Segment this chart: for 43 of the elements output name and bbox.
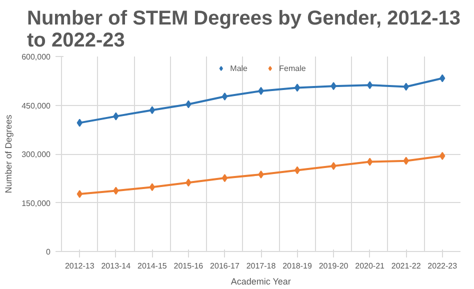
y-tick-label: 300,000: [22, 150, 52, 159]
point: [403, 156, 409, 165]
point: [440, 152, 446, 160]
point: [222, 92, 228, 100]
x-tick-label: 2020-21: [355, 262, 386, 270]
x-tick-label: 2015-16: [174, 262, 204, 270]
x-axis-title: Academic Year: [230, 276, 291, 286]
x-tick-label: 2013-14: [101, 262, 132, 270]
point: [366, 81, 373, 90]
point: [294, 84, 300, 92]
y-tick-label: 450,000: [22, 101, 52, 110]
x-tick-label: 2012-13: [64, 262, 95, 270]
point: [403, 82, 409, 91]
x-tick-label: 2019-20: [318, 262, 349, 270]
x-tick-label: 2021-22: [391, 262, 422, 270]
y-tick-label: 0: [46, 248, 52, 256]
x-tick-label: 2014-15: [138, 262, 168, 270]
y-axis-title: Number of Degrees: [4, 114, 14, 194]
legend-label: Female: [279, 64, 306, 72]
point: [113, 186, 119, 195]
x-tick-label: 2017-18: [246, 262, 276, 270]
point: [222, 174, 228, 182]
point: [186, 100, 192, 108]
point: [186, 178, 192, 187]
x-tick-label: 2016-17: [210, 262, 240, 270]
point: [149, 183, 156, 192]
point: [76, 118, 82, 127]
point: [330, 82, 336, 90]
point: [330, 162, 336, 170]
point: [294, 166, 300, 174]
point: [366, 158, 373, 166]
point: [440, 74, 446, 82]
point: [149, 106, 156, 114]
point: [258, 86, 264, 95]
legend-label: Male: [230, 64, 248, 72]
point: [258, 170, 264, 178]
chart-title: Number of STEM Degrees by Gender, 2012-13 to 2022-23: [27, 8, 461, 52]
y-tick-label: 150,000: [22, 198, 52, 208]
x-tick-label: 2018-19: [282, 262, 313, 270]
x-tick-label: 2022-23: [428, 262, 458, 270]
point: [113, 112, 119, 120]
point: [76, 190, 82, 198]
y-tick-label: 600,000: [22, 52, 52, 62]
